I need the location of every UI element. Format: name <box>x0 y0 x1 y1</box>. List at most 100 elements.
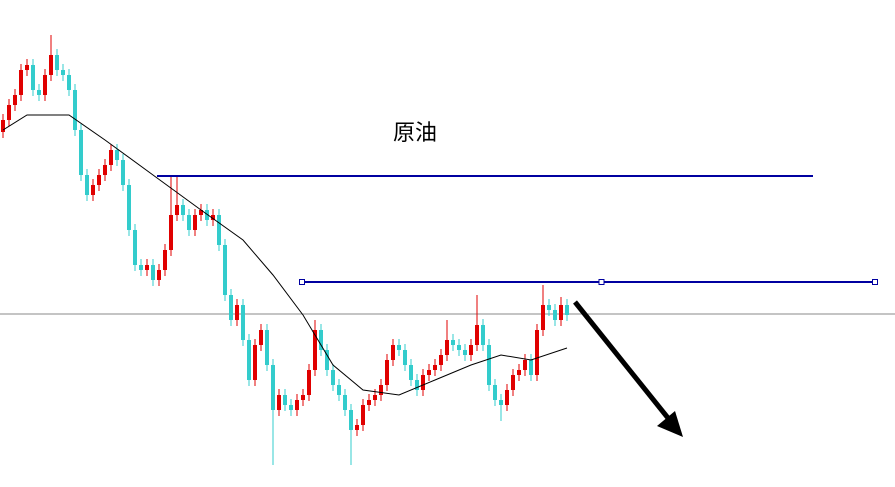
candle-body <box>133 230 137 265</box>
candle-body <box>343 395 347 410</box>
candle-body <box>409 365 413 380</box>
candle-body <box>211 215 215 220</box>
candle-body <box>145 265 149 270</box>
candle-body <box>391 345 395 360</box>
candle-body <box>187 215 191 230</box>
candle-body <box>31 65 35 90</box>
candle-body <box>163 250 167 270</box>
candle-body <box>295 400 299 410</box>
candle-body <box>325 350 329 370</box>
candle-body <box>97 175 101 185</box>
candle-body <box>529 360 533 375</box>
candle-body <box>103 165 107 175</box>
candle-body <box>61 70 65 75</box>
candle-body <box>1 120 5 132</box>
candle-body <box>49 55 53 75</box>
candle-body <box>91 185 95 195</box>
candle-body <box>301 395 305 400</box>
candle-body <box>277 395 281 410</box>
candle-body <box>337 385 341 395</box>
candle-body <box>235 305 239 320</box>
candle-body <box>367 400 371 405</box>
candle-body <box>121 160 125 185</box>
candle-body <box>85 175 89 195</box>
candle-body <box>199 210 203 215</box>
candle-body <box>151 265 155 280</box>
candle-body <box>565 305 569 315</box>
candle-body <box>271 365 275 410</box>
line-handle <box>872 279 878 285</box>
candle-body <box>427 370 431 375</box>
candle-body <box>289 405 293 410</box>
candle-body <box>469 345 473 355</box>
chart-title: 原油 <box>393 121 437 146</box>
candle-body <box>223 245 227 295</box>
candle-body <box>67 75 71 90</box>
candle-body <box>541 305 545 330</box>
line-handle <box>598 279 605 285</box>
candle-body <box>349 410 353 430</box>
candle-body <box>475 325 479 345</box>
candle-body <box>511 375 515 390</box>
candle-body <box>397 345 401 350</box>
candle-body <box>313 330 317 370</box>
candle-body <box>487 345 491 385</box>
candle-body <box>331 370 335 385</box>
candle-body <box>43 75 47 95</box>
candle-body <box>493 385 497 400</box>
moving-average <box>2 114 568 396</box>
candle-body <box>13 95 17 105</box>
candle-body <box>523 360 527 370</box>
candle-body <box>547 305 551 310</box>
candle-body <box>433 365 437 370</box>
candle-body <box>499 400 503 405</box>
candle-body <box>553 310 557 320</box>
candle-body <box>319 330 323 350</box>
candle-body <box>217 215 221 245</box>
candle-body <box>109 150 113 165</box>
candle-body <box>445 340 449 355</box>
candle-body <box>535 330 539 375</box>
candle-body <box>379 385 383 395</box>
candle-body <box>265 330 269 365</box>
candle-body <box>193 215 197 230</box>
plot <box>0 35 895 465</box>
candle-body <box>463 350 467 355</box>
candle-body <box>439 355 443 365</box>
candle-body <box>169 215 173 250</box>
candle-body <box>355 425 359 430</box>
candle-body <box>127 185 131 230</box>
candle-body <box>403 350 407 365</box>
candle-body <box>175 205 179 215</box>
candle-body <box>73 90 77 130</box>
candle-body <box>229 295 233 320</box>
candle-body <box>415 380 419 390</box>
candle-body <box>259 330 263 345</box>
candle-body <box>517 370 521 375</box>
candle-body <box>481 325 485 345</box>
candle-body <box>253 345 257 380</box>
candle-body <box>19 70 23 95</box>
candle-body <box>139 265 143 270</box>
candle-body <box>241 305 245 340</box>
candle-body <box>373 395 377 400</box>
candle-body <box>157 270 161 280</box>
candle-body <box>247 340 251 380</box>
trend-arrow <box>573 300 683 437</box>
candle-body <box>115 150 119 160</box>
candle-body <box>37 90 41 95</box>
line-handle <box>299 279 305 285</box>
candle-body <box>181 205 185 215</box>
candle-body <box>205 210 209 220</box>
candle-body <box>385 360 389 385</box>
candle-body <box>457 345 461 350</box>
candle-body <box>55 55 59 70</box>
candle-body <box>451 340 455 345</box>
candle-body <box>505 390 509 405</box>
candle-body <box>307 370 311 395</box>
candle-body <box>559 305 563 320</box>
candle-body <box>7 105 11 120</box>
candle-body <box>283 395 287 405</box>
candle-body <box>361 405 365 425</box>
